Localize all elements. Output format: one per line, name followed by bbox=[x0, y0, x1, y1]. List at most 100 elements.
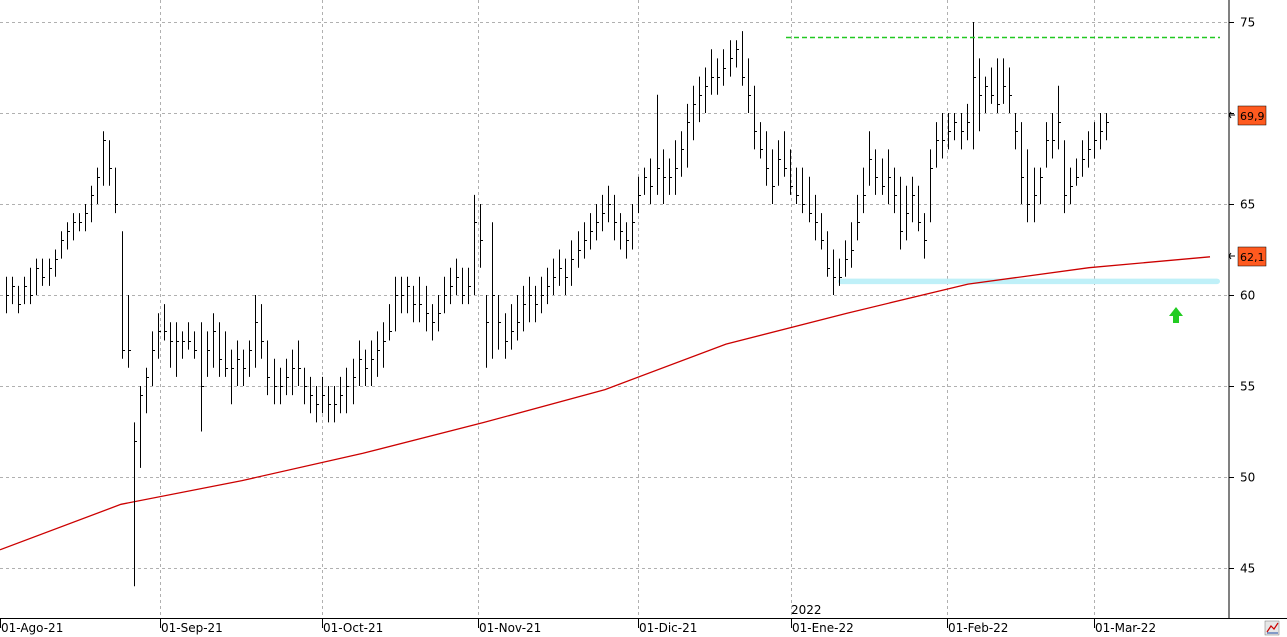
ohlc-bar bbox=[663, 149, 666, 204]
ohlc-bar bbox=[650, 158, 653, 204]
ohlc-bar bbox=[869, 131, 872, 186]
ohlc-bar bbox=[36, 258, 39, 295]
ohlc-bar bbox=[760, 122, 763, 159]
ohlc-bar bbox=[614, 194, 617, 241]
x-tick-label: 01-Dic-21 bbox=[639, 621, 697, 635]
ohlc-bar bbox=[997, 58, 1000, 113]
ohlc-bar bbox=[833, 249, 836, 295]
ohlc-bar bbox=[681, 131, 684, 177]
ohlc-bar bbox=[730, 40, 733, 77]
x-tick-label: 01-Oct-21 bbox=[323, 621, 383, 635]
up-arrow-icon bbox=[1169, 307, 1183, 323]
ohlc-bar bbox=[839, 258, 842, 286]
ohlc-bar bbox=[377, 331, 380, 377]
ohlc-bar bbox=[450, 267, 453, 305]
support-zone-band bbox=[838, 278, 1220, 285]
ohlc-bar bbox=[280, 367, 283, 405]
chart-app-icon[interactable] bbox=[1264, 620, 1280, 636]
ohlc-bar bbox=[207, 331, 210, 377]
price-bars bbox=[6, 22, 1109, 587]
ohlc-bar bbox=[772, 149, 775, 204]
ohlc-bar bbox=[693, 85, 696, 141]
ohlc-bar bbox=[468, 267, 471, 305]
ohlc-bar bbox=[1027, 149, 1030, 223]
ohlc-bar bbox=[918, 185, 921, 232]
last-price-badge-text: 69,9 bbox=[1240, 110, 1265, 123]
ohlc-bar bbox=[103, 131, 106, 186]
ohlc-bar bbox=[1100, 113, 1103, 150]
ohlc-bar bbox=[188, 322, 191, 350]
ohlc-bar bbox=[602, 194, 605, 232]
ohlc-bar bbox=[687, 103, 690, 168]
ohlc-bar bbox=[12, 276, 15, 305]
ohlc-bar bbox=[699, 76, 702, 123]
ohlc-bar bbox=[736, 40, 739, 68]
ohlc-bar bbox=[912, 176, 915, 223]
ohlc-bar bbox=[304, 367, 307, 405]
ohlc-bar bbox=[1094, 122, 1097, 159]
ohlc-bar bbox=[49, 258, 52, 286]
ohlc-bar bbox=[18, 285, 21, 314]
ohlc-bar bbox=[790, 149, 793, 195]
moving-average-badge: 62,1 bbox=[1237, 246, 1267, 267]
ohlc-bar bbox=[55, 249, 58, 277]
ohlc-bar bbox=[286, 358, 289, 396]
ohlc-bar bbox=[383, 322, 386, 368]
ohlc-bar bbox=[705, 67, 708, 113]
ohlc-bar bbox=[316, 386, 319, 423]
ohlc-bar bbox=[900, 176, 903, 250]
ohlc-bar bbox=[456, 258, 459, 295]
ohlc-bar bbox=[784, 131, 787, 177]
ohlc-bar bbox=[809, 176, 812, 223]
ohlc-bar bbox=[1058, 85, 1061, 150]
ohlc-bar bbox=[413, 285, 416, 323]
ohlc-bar bbox=[894, 167, 897, 214]
ohlc-bar bbox=[529, 276, 532, 323]
ohlc-bar bbox=[766, 131, 769, 186]
ohlc-bar bbox=[438, 295, 441, 332]
ohlc-bar bbox=[1088, 131, 1091, 168]
ohlc-bar bbox=[535, 285, 538, 323]
ohlc-bar bbox=[310, 376, 313, 414]
ohlc-bar bbox=[1040, 167, 1043, 204]
x-tick-label: 01-Sep-21 bbox=[161, 621, 223, 635]
ohlc-bar bbox=[182, 331, 185, 359]
ohlc-bar bbox=[1046, 122, 1049, 168]
ohlc-bar bbox=[505, 313, 508, 359]
ohlc-bar bbox=[85, 204, 88, 232]
ohlc-bar bbox=[67, 222, 70, 250]
ohlc-bar bbox=[596, 204, 599, 241]
ohlc-bar bbox=[1076, 158, 1079, 186]
ohlc-bar bbox=[298, 340, 301, 386]
x-tick-label: 01-Ago-21 bbox=[1, 621, 63, 635]
ohlc-bar bbox=[857, 194, 860, 241]
ohlc-bar bbox=[571, 240, 574, 286]
ohlc-bar bbox=[419, 276, 422, 323]
ohlc-bar bbox=[395, 276, 398, 332]
ohlc-bar bbox=[565, 258, 568, 295]
ohlc-bar bbox=[511, 304, 514, 350]
ohlc-bar bbox=[371, 340, 374, 386]
ohlc-bar bbox=[827, 231, 830, 277]
ohlc-bar bbox=[334, 386, 337, 423]
ohlc-bar bbox=[243, 349, 246, 386]
ohlc-bar bbox=[261, 304, 264, 359]
ohlc-bar bbox=[559, 249, 562, 286]
ohlc-bar bbox=[140, 386, 143, 468]
ohlc-bar bbox=[742, 31, 745, 86]
ohlc-bar bbox=[389, 304, 392, 341]
moving-average-badge-text: 62,1 bbox=[1240, 251, 1265, 264]
ohlc-bar bbox=[128, 295, 131, 368]
ohlc-bar bbox=[249, 340, 252, 377]
ohlc-bar bbox=[1106, 113, 1109, 141]
ohlc-bar bbox=[365, 349, 368, 386]
ohlc-bar bbox=[353, 358, 356, 405]
ohlc-bar bbox=[1003, 58, 1006, 104]
ohlc-bar bbox=[444, 276, 447, 314]
ohlc-bar bbox=[1015, 113, 1018, 150]
ohlc-bar bbox=[985, 76, 988, 113]
ohlc-bar bbox=[492, 222, 495, 359]
ohlc-bar bbox=[79, 213, 82, 232]
